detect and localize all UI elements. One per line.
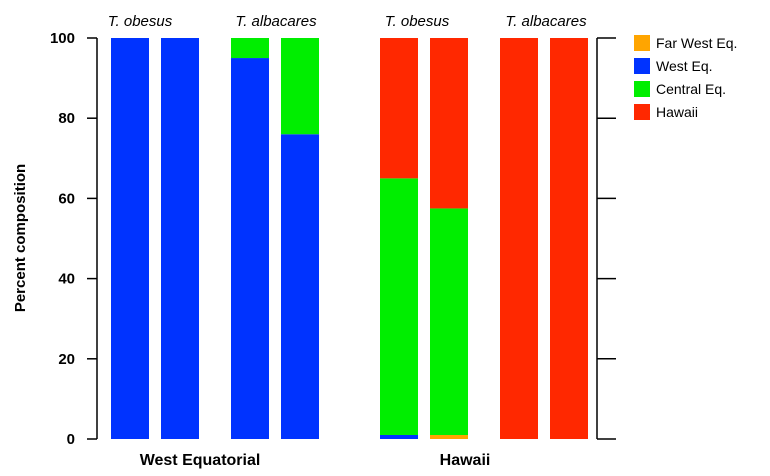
- y-axis-label: Percent composition: [12, 164, 29, 312]
- bar-segment-west-eq: [380, 434, 418, 439]
- bar-segment-west-eq: [231, 58, 269, 440]
- y-tick-label: 100: [50, 30, 75, 47]
- legend-label: Central Eq.: [656, 81, 726, 97]
- y-tick-label: 0: [67, 431, 75, 448]
- legend-swatch: [634, 81, 650, 97]
- legend-label: Far West Eq.: [656, 35, 737, 51]
- bar-segment-west-eq: [111, 38, 149, 439]
- bar-segment-central-eq: [380, 178, 418, 435]
- legend-swatch: [634, 58, 650, 74]
- bar-segment-hawaii: [430, 38, 468, 209]
- axes-layer: [87, 37, 616, 440]
- panel-label: Hawaii: [440, 452, 491, 469]
- bar-segment-hawaii: [500, 38, 538, 439]
- legend: Far West Eq. West Eq. Central Eq. Hawaii: [634, 35, 737, 120]
- bar-segment-west-eq: [161, 38, 199, 439]
- bar-segment-central-eq: [231, 38, 269, 59]
- legend-swatch: [634, 35, 650, 51]
- species-label: T. obesus: [108, 13, 173, 30]
- bar-segment-central-eq: [281, 38, 319, 135]
- panel-label: West Equatorial: [140, 452, 261, 469]
- bar-segment-central-eq: [430, 208, 468, 435]
- legend-swatch: [634, 104, 650, 120]
- y-tick-label: 80: [58, 110, 75, 127]
- text-layer: 0 20 40 60 80 100 Percent composition T. obesus…: [12, 13, 587, 469]
- bar-segment-far-west-eq: [430, 434, 468, 439]
- legend-label: Hawaii: [656, 104, 698, 120]
- legend-label: West Eq.: [656, 58, 713, 74]
- y-tick-label: 20: [58, 351, 75, 368]
- bar-segment-hawaii: [380, 38, 418, 179]
- y-tick-label: 60: [58, 190, 75, 207]
- species-label: T. albacares: [505, 13, 587, 30]
- species-label: T. albacares: [235, 13, 317, 30]
- bars-layer: [111, 38, 588, 440]
- y-tick-label: 40: [58, 271, 75, 288]
- bar-segment-west-eq: [281, 134, 319, 440]
- bar-segment-hawaii: [550, 38, 588, 439]
- species-label: T. obesus: [385, 13, 450, 30]
